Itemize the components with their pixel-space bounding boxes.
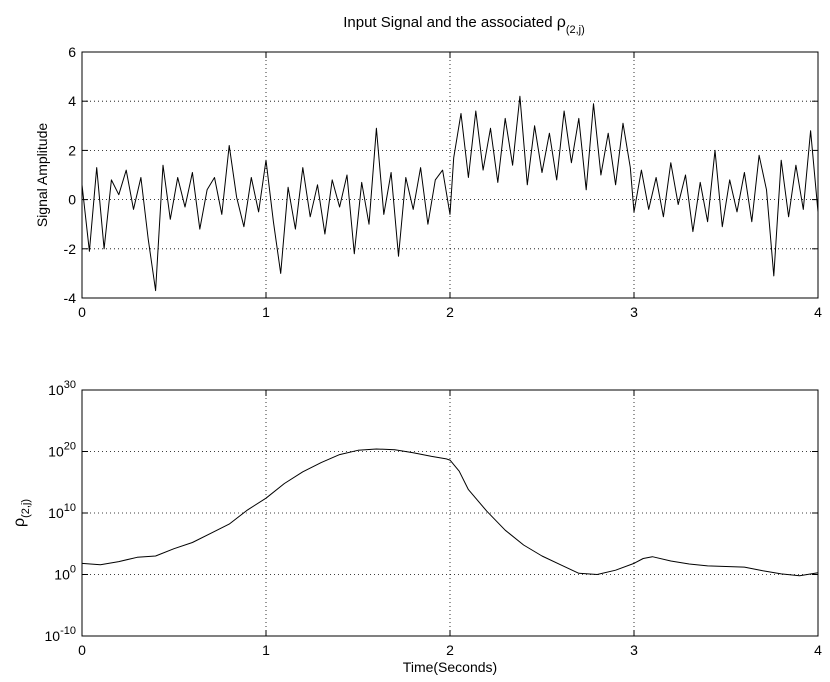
- top-y-tick-labels: -4 -2 0 2 4 6: [64, 44, 77, 306]
- top-y-tick-label: 2: [68, 142, 76, 158]
- top-y-axis-label: Signal Amplitude: [34, 123, 50, 228]
- input-signal-line: [81, 95, 819, 292]
- bottom-y-tick-label: 1010: [48, 502, 76, 521]
- top-x-tick-label: 2: [446, 304, 454, 320]
- bottom-x-tick-labels: 0 1 2 3 4: [78, 642, 822, 658]
- bottom-y-tick-label: 1020: [48, 441, 76, 460]
- bottom-y-tick-label: 100: [54, 564, 76, 583]
- bottom-y-tick-labels: 10-10 100 1010 1020 1030: [45, 379, 76, 644]
- bottom-grid: [82, 390, 818, 636]
- bottom-x-tick-label: 0: [78, 642, 86, 658]
- bottom-y-tick-label: 10-10: [45, 625, 76, 644]
- top-y-tick-label: 0: [68, 192, 76, 208]
- top-grid: [82, 52, 818, 298]
- bottom-axes-frame: [81, 389, 819, 637]
- bottom-x-tick-label: 3: [630, 642, 638, 658]
- top-x-tick-label: 1: [262, 304, 270, 320]
- top-axes-frame: [81, 51, 819, 299]
- top-y-tick-label: -4: [64, 290, 77, 306]
- top-x-tick-label: 4: [814, 304, 822, 320]
- bottom-x-axis-label: Time(Seconds): [403, 659, 497, 675]
- bottom-y-tick-label: 1030: [48, 379, 76, 398]
- signal-amplitude-axes: 0 1 2 3 4 -4 -2 0 2 4 6: [64, 44, 823, 320]
- rho-axes: 0 1 2 3 4 10-10 100 1010 1020 1030: [45, 379, 823, 658]
- top-x-tick-labels: 0 1 2 3 4: [78, 304, 822, 320]
- bottom-x-tick-label: 1: [262, 642, 270, 658]
- top-y-tick-label: 4: [68, 93, 76, 109]
- top-x-tick-label: 0: [78, 304, 86, 320]
- top-x-tick-label: 3: [630, 304, 638, 320]
- top-chart-title: Input Signal and the associated ρ(2,j): [343, 14, 585, 36]
- top-y-tick-label: -2: [64, 241, 77, 257]
- top-y-tick-label: 6: [68, 44, 76, 60]
- rho-line: [81, 448, 819, 577]
- bottom-x-tick-label: 2: [446, 642, 454, 658]
- bottom-x-tick-label: 4: [814, 642, 822, 658]
- bottom-y-axis-label: ρ(2,j): [11, 499, 32, 527]
